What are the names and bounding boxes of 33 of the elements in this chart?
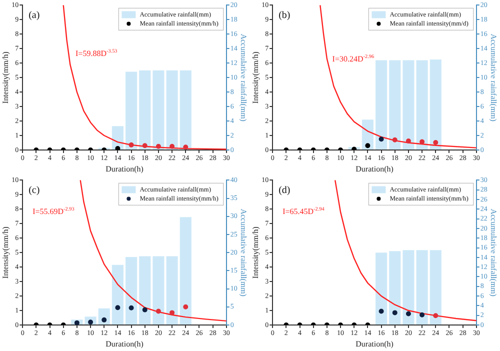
bar [402,60,414,150]
bar [376,60,388,150]
annotation: (d) [278,184,290,196]
annotation: (a) [28,10,40,21]
bar [152,70,164,150]
y2-axis-title: Accumulative rainfall(mm) [239,34,248,122]
bar [126,72,138,150]
x-axis-title: Duration(h) [356,164,394,174]
x-axis-title: Duration(h) [106,164,144,174]
bar [112,264,124,324]
bar [430,60,442,150]
x-axis-title: Duration(h) [106,339,144,348]
bar [416,60,428,150]
y-axis-title: Intensity(mm/h) [250,51,260,104]
y-axis-title: Intensity(mm/h) [250,226,260,279]
bar [389,60,401,150]
bar [139,256,151,324]
annotation: (c) [28,184,40,196]
bar [180,70,192,150]
bar [166,256,178,324]
x-axis-title: Duration(h) [356,339,394,348]
bar [166,70,178,150]
y-axis-title: Intensity(mm/h) [0,226,10,279]
bar [126,256,138,324]
y-axis-title: Intensity(mm/h) [0,51,10,104]
y2-axis-title: Accumulative rainfall(mm) [489,208,498,297]
bar [98,308,110,324]
y2-axis-title: Accumulative rainfall(mm) [489,34,498,122]
bar [180,217,192,324]
bar [152,256,164,324]
bar [139,70,151,150]
annotation: (b) [278,10,290,21]
y2-axis-title: Accumulative rainfall(mm) [239,208,248,297]
